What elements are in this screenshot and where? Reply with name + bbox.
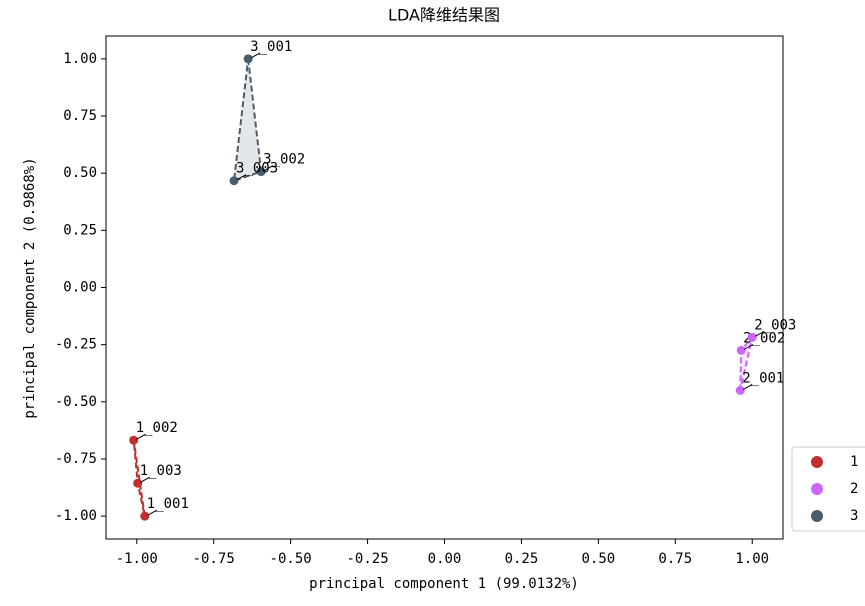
annotation-arrow [140, 476, 150, 483]
point [229, 176, 239, 186]
point-label: 1_002 [136, 420, 178, 436]
x-tick-label: -0.50 [270, 551, 312, 567]
annotation-arrow [136, 433, 146, 440]
point [735, 385, 745, 395]
annotation-arrow [147, 509, 158, 516]
annotation-arrow [250, 52, 261, 59]
y-tick-label: -0.50 [55, 394, 97, 410]
legend-box [791, 446, 865, 532]
x-tick-label: -0.25 [346, 551, 388, 567]
x-tick-label: -0.75 [193, 551, 235, 567]
group-outline [232, 58, 263, 183]
point [243, 54, 253, 64]
group-outline [132, 440, 146, 517]
point [736, 345, 746, 355]
y-tick-label: 0.25 [63, 222, 97, 238]
x-axis-label: principal component 1 (99.0132%) [309, 576, 579, 592]
x-tick-label: 0.25 [505, 551, 539, 567]
x-tick-label: 1.00 [735, 551, 769, 567]
plot-frame [105, 35, 784, 540]
x-tick-label: 0.00 [428, 551, 462, 567]
y-tick-label: 0.00 [63, 280, 97, 296]
point-label: 1_001 [147, 496, 189, 512]
legend-label: 1 [850, 454, 858, 470]
annotation-arrow [742, 383, 753, 390]
annotation-arrow [743, 343, 754, 350]
y-tick-label: 0.50 [63, 165, 97, 181]
point-label: 3_001 [250, 39, 292, 55]
point [256, 167, 266, 177]
legend-marker [811, 510, 823, 522]
point-label: 2_001 [742, 370, 784, 386]
legend-marker [811, 483, 823, 495]
x-tick-label: -1.00 [116, 551, 158, 567]
point-label: 2_003 [754, 317, 796, 333]
point-label: 1_003 [140, 463, 182, 479]
legend-marker [811, 456, 823, 468]
point-label: 3_002 [263, 152, 305, 168]
x-tick-label: 0.50 [582, 551, 616, 567]
annotation-arrow [236, 174, 247, 181]
y-tick-label: -0.75 [55, 451, 97, 467]
point [140, 511, 150, 521]
y-tick-label: -0.25 [55, 337, 97, 353]
point-label: 3_003 [236, 161, 278, 177]
y-axis-label: principal component 2 (0.9868%) [22, 157, 38, 418]
y-tick-label: 0.75 [63, 108, 97, 124]
point [129, 435, 139, 445]
chart-title: LDA降维结果图 [388, 6, 500, 25]
point [133, 478, 143, 488]
annotation-arrow [754, 330, 765, 337]
y-tick-label: -1.00 [55, 508, 97, 524]
y-tick-label: 1.00 [63, 51, 97, 67]
point [747, 332, 757, 342]
x-tick-label: 0.75 [658, 551, 692, 567]
annotation-arrow [263, 165, 274, 172]
legend-label: 2 [850, 481, 858, 497]
legend-label: 3 [850, 508, 858, 524]
